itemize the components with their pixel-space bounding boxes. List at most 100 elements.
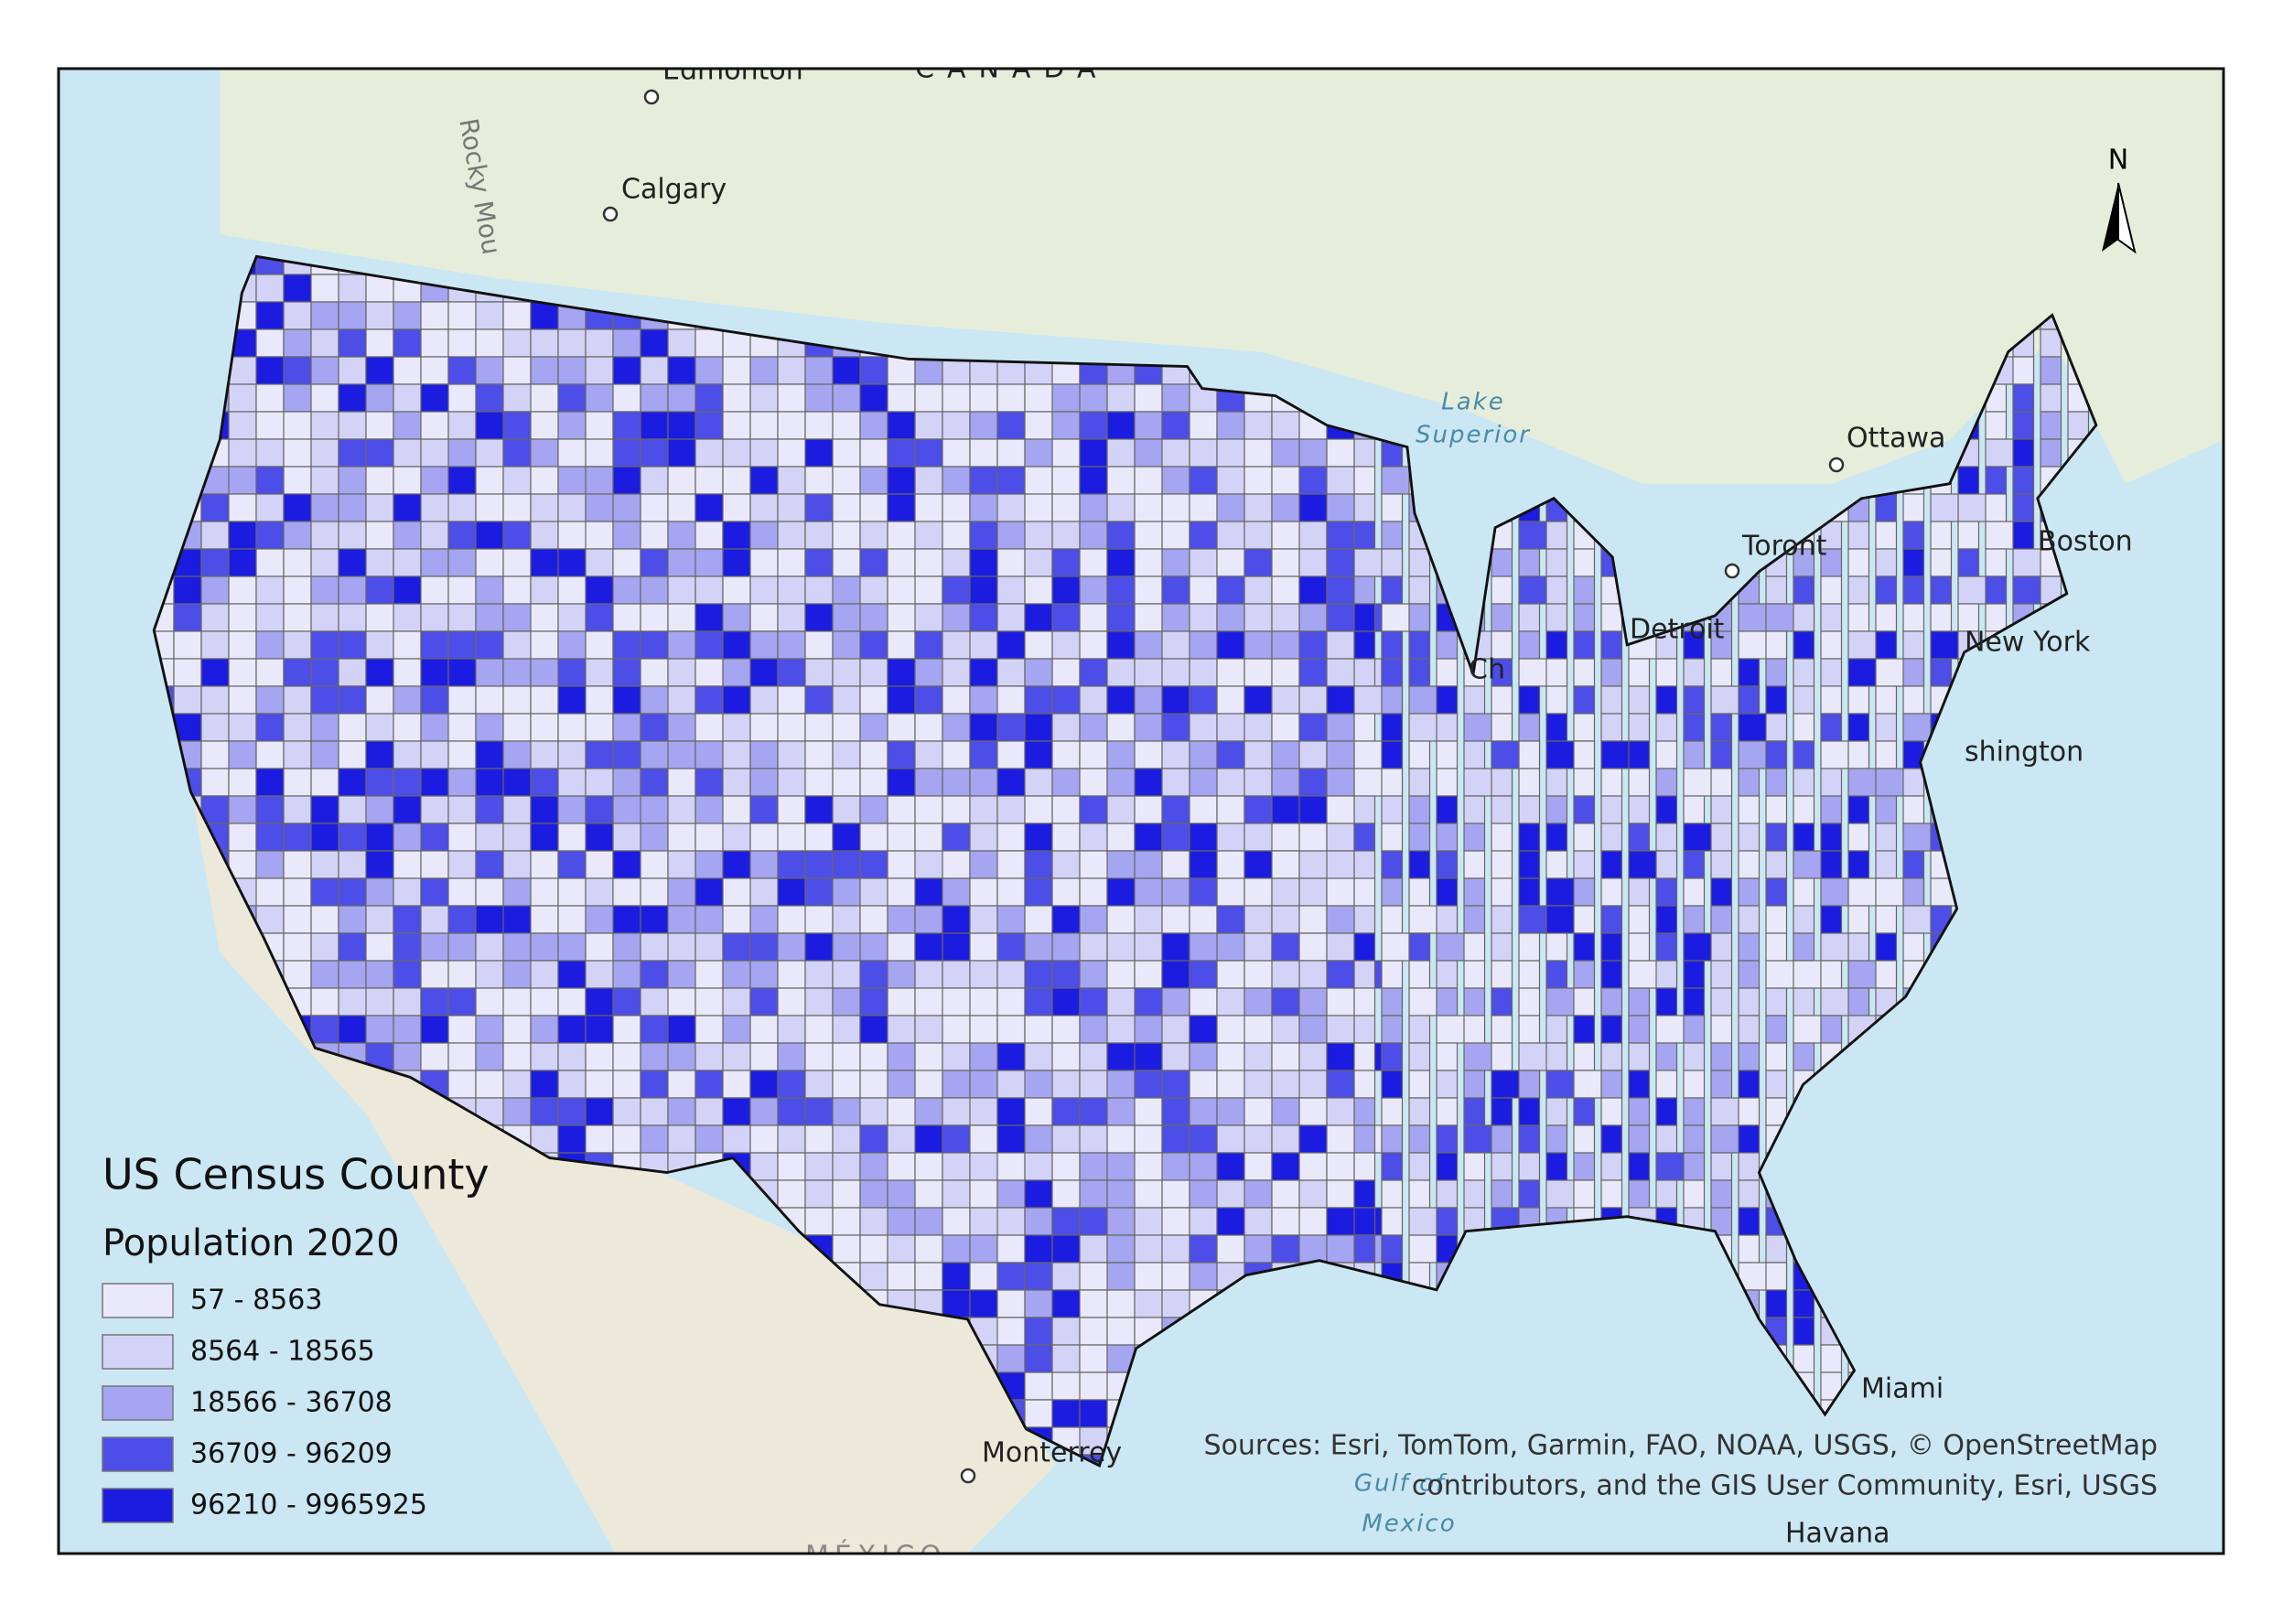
county	[695, 466, 724, 495]
county	[1491, 548, 1513, 577]
county	[1902, 850, 1925, 879]
county	[310, 603, 339, 632]
county	[996, 987, 1026, 1016]
county	[530, 795, 559, 824]
county	[1353, 1152, 1376, 1181]
county	[1161, 1207, 1190, 1236]
county	[393, 1042, 422, 1071]
county	[585, 575, 614, 605]
county	[832, 658, 861, 687]
county	[1353, 795, 1376, 824]
county	[996, 1207, 1026, 1236]
county	[255, 877, 285, 907]
county	[1628, 1070, 1651, 1099]
county	[393, 521, 422, 550]
county	[667, 795, 696, 824]
county	[1189, 1152, 1218, 1181]
county	[667, 740, 696, 769]
county	[1683, 850, 1706, 879]
county	[502, 438, 532, 468]
county	[1024, 658, 1053, 687]
county	[640, 1042, 669, 1071]
county	[832, 356, 861, 385]
county	[859, 630, 888, 660]
county	[1189, 548, 1218, 577]
county	[530, 877, 559, 907]
county	[1024, 493, 1053, 522]
county	[255, 493, 285, 522]
place-label: shington	[1965, 737, 2084, 769]
county	[1326, 438, 1355, 468]
county	[1271, 1124, 1300, 1154]
county	[1793, 1042, 1815, 1071]
county	[1793, 1317, 1815, 1346]
county	[283, 411, 312, 440]
county	[695, 795, 724, 824]
county	[969, 658, 998, 687]
county	[749, 795, 779, 824]
county	[447, 713, 477, 742]
county	[1271, 1042, 1300, 1071]
county	[1518, 548, 1541, 577]
county	[640, 493, 669, 522]
county	[1079, 630, 1108, 660]
county	[530, 575, 559, 605]
county	[612, 1015, 641, 1044]
county	[1491, 1179, 1513, 1209]
county	[832, 905, 861, 934]
county	[804, 521, 834, 550]
county	[1106, 713, 1136, 742]
county	[1765, 1289, 1788, 1318]
county	[1628, 685, 1651, 715]
county	[1024, 932, 1053, 962]
county	[1381, 630, 1404, 660]
county	[942, 740, 971, 769]
county	[612, 1124, 641, 1154]
county	[777, 768, 806, 797]
county	[502, 685, 532, 715]
county	[1545, 1124, 1568, 1154]
county	[996, 1289, 1026, 1318]
county	[612, 987, 641, 1016]
county	[557, 493, 587, 522]
county	[942, 548, 971, 577]
county	[1326, 713, 1355, 742]
county	[1436, 630, 1459, 660]
county	[667, 960, 696, 989]
county	[1024, 1289, 1053, 1318]
county	[1326, 575, 1355, 605]
county	[887, 1070, 916, 1099]
county	[475, 768, 504, 797]
county	[722, 713, 751, 742]
county	[1271, 658, 1300, 687]
county	[1381, 1234, 1404, 1264]
county	[2040, 411, 2062, 440]
county	[1600, 630, 1623, 660]
county	[1051, 466, 1081, 495]
county	[996, 630, 1026, 660]
county	[942, 603, 971, 632]
county	[1134, 987, 1163, 1016]
county	[338, 493, 367, 522]
county	[1353, 1207, 1376, 1236]
county	[1244, 1124, 1273, 1154]
county	[1298, 1179, 1328, 1209]
county	[1902, 658, 1925, 687]
county	[338, 466, 367, 495]
county	[1189, 768, 1218, 797]
county	[1491, 685, 1513, 715]
county	[1161, 1097, 1190, 1126]
county	[557, 1070, 587, 1099]
county	[1161, 1262, 1190, 1291]
county	[1628, 823, 1651, 852]
county	[283, 877, 312, 907]
county	[1106, 823, 1136, 852]
county	[475, 493, 504, 522]
county	[996, 685, 1026, 715]
county	[1051, 1097, 1081, 1126]
county	[996, 438, 1026, 468]
county	[365, 823, 394, 852]
county	[1381, 1179, 1404, 1209]
county	[1491, 603, 1513, 632]
county	[1545, 575, 1568, 605]
